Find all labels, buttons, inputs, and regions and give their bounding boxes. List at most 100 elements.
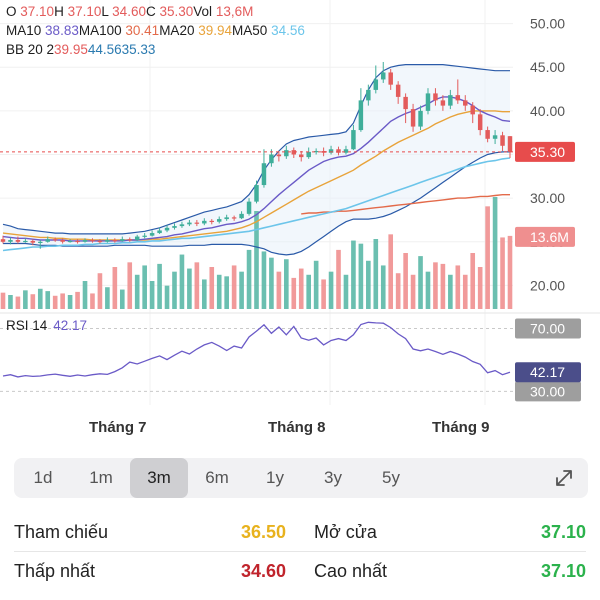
volume-bar xyxy=(507,235,513,309)
candle-body xyxy=(321,151,326,153)
low-value: 34.60 xyxy=(112,4,146,19)
volume-bar xyxy=(8,295,13,309)
candle-body xyxy=(0,239,6,242)
volume-bar xyxy=(75,291,80,309)
volume-bar xyxy=(485,206,490,309)
volume-bar xyxy=(209,267,215,309)
candle-body xyxy=(366,89,371,101)
rsi-label: RSI 14 xyxy=(6,318,48,333)
volume-bar xyxy=(261,251,267,309)
candle-body xyxy=(395,84,401,97)
rsi-line xyxy=(2,321,511,378)
volume-bar xyxy=(179,254,185,309)
volume-bar xyxy=(440,263,446,309)
candle-body xyxy=(328,149,334,153)
stats-divider xyxy=(14,551,586,552)
candle-body xyxy=(157,230,162,234)
expand-icon[interactable] xyxy=(554,468,574,488)
candle-body xyxy=(194,222,200,224)
volume-bar xyxy=(157,263,162,309)
rsi-value-tag-bg xyxy=(515,362,581,383)
candle-body xyxy=(358,100,364,131)
x-label-august: Tháng 8 xyxy=(268,419,326,436)
stats-row-2: Thấp nhất 34.60 Cao nhất 37.10 xyxy=(14,552,586,590)
volume-tag-label: 13.6M xyxy=(530,229,569,245)
range-button-1y[interactable]: 1y xyxy=(266,468,284,487)
candle-body xyxy=(179,224,185,227)
range-button-1d[interactable]: 1d xyxy=(33,468,53,487)
vol-label: Vol xyxy=(193,4,213,19)
candle-body xyxy=(45,239,50,242)
volume-bar xyxy=(112,267,118,309)
candle-body xyxy=(507,136,513,152)
candle-body xyxy=(216,219,222,222)
candle-body xyxy=(67,240,73,243)
range-button-5y[interactable]: 5y xyxy=(382,468,400,487)
candle-body xyxy=(276,154,282,157)
candle-body xyxy=(425,93,431,111)
candle-body xyxy=(149,233,155,236)
rsi-value: 42.17 xyxy=(53,318,88,333)
volume-bar xyxy=(216,274,222,309)
range-button-1m[interactable]: 1m xyxy=(89,468,113,487)
candle-body xyxy=(75,240,80,243)
candle-body xyxy=(492,135,498,139)
volume-bar xyxy=(82,281,88,309)
candle-body xyxy=(500,135,505,146)
candle-body xyxy=(187,222,192,225)
volume-bar xyxy=(52,295,58,309)
rsi-level-tag-bg xyxy=(515,381,581,402)
volume-tag-bg xyxy=(515,226,575,247)
ma50-value: 34.56 xyxy=(271,23,305,38)
volume-bar xyxy=(306,274,312,309)
volume-bar xyxy=(433,262,438,309)
candle-body xyxy=(254,185,259,202)
volume-bar xyxy=(470,253,476,309)
volume-bar xyxy=(403,253,408,309)
reference-label: Tham chiếu xyxy=(14,521,109,542)
x-label-september: Tháng 9 xyxy=(432,419,490,436)
price-chart[interactable]: 50.0045.0040.0035.0030.0025.0020.0035.30… xyxy=(0,0,600,415)
low-price-label: Thấp nhất xyxy=(14,560,96,581)
range-button-3m[interactable]: 3m xyxy=(130,458,188,498)
volume-bar xyxy=(448,274,453,309)
stat-reference: Tham chiếu 36.50 xyxy=(14,522,286,543)
ma10-label: MA10 xyxy=(6,23,42,38)
candle-body xyxy=(142,235,147,237)
candle-body xyxy=(82,240,88,242)
candle-body xyxy=(418,110,423,127)
volume-bar xyxy=(67,295,73,309)
ma50-label: MA50 xyxy=(232,23,268,38)
candle-body xyxy=(231,217,237,219)
volume-bar xyxy=(500,237,505,309)
volume-bar xyxy=(201,279,207,309)
candle-body xyxy=(261,163,267,186)
volume-bar xyxy=(298,268,304,309)
candle-body xyxy=(38,241,43,243)
candle-body xyxy=(440,100,446,106)
range-button-3y[interactable]: 3y xyxy=(324,468,342,487)
volume-bar xyxy=(418,256,423,309)
volume-bar xyxy=(149,281,155,309)
volume-bar xyxy=(134,274,140,309)
open-price-value: 37.10 xyxy=(540,521,586,542)
low-price-value: 34.60 xyxy=(240,560,286,581)
volume-bar xyxy=(23,290,28,309)
range-button-6m[interactable]: 6m xyxy=(205,468,229,487)
stat-open: Mở cửa 37.10 xyxy=(314,522,586,543)
candle-body xyxy=(209,220,215,223)
volume-bar xyxy=(45,291,51,309)
candle-body xyxy=(433,93,438,101)
bb-legend: BB 20 239.9544.5635.33 xyxy=(6,42,155,57)
volume-bar xyxy=(172,271,177,309)
price-axis-tick: 20.00 xyxy=(530,277,565,293)
volume-bar xyxy=(224,276,229,309)
price-axis-tick: 50.00 xyxy=(530,16,565,32)
volume-bar xyxy=(60,293,65,309)
high-value: 37.10 xyxy=(67,4,102,19)
high-price-label: Cao nhất xyxy=(314,560,388,581)
volume-bar xyxy=(380,265,386,309)
candle-body xyxy=(306,151,311,158)
candle-body xyxy=(336,149,341,153)
candle-body xyxy=(8,240,13,242)
